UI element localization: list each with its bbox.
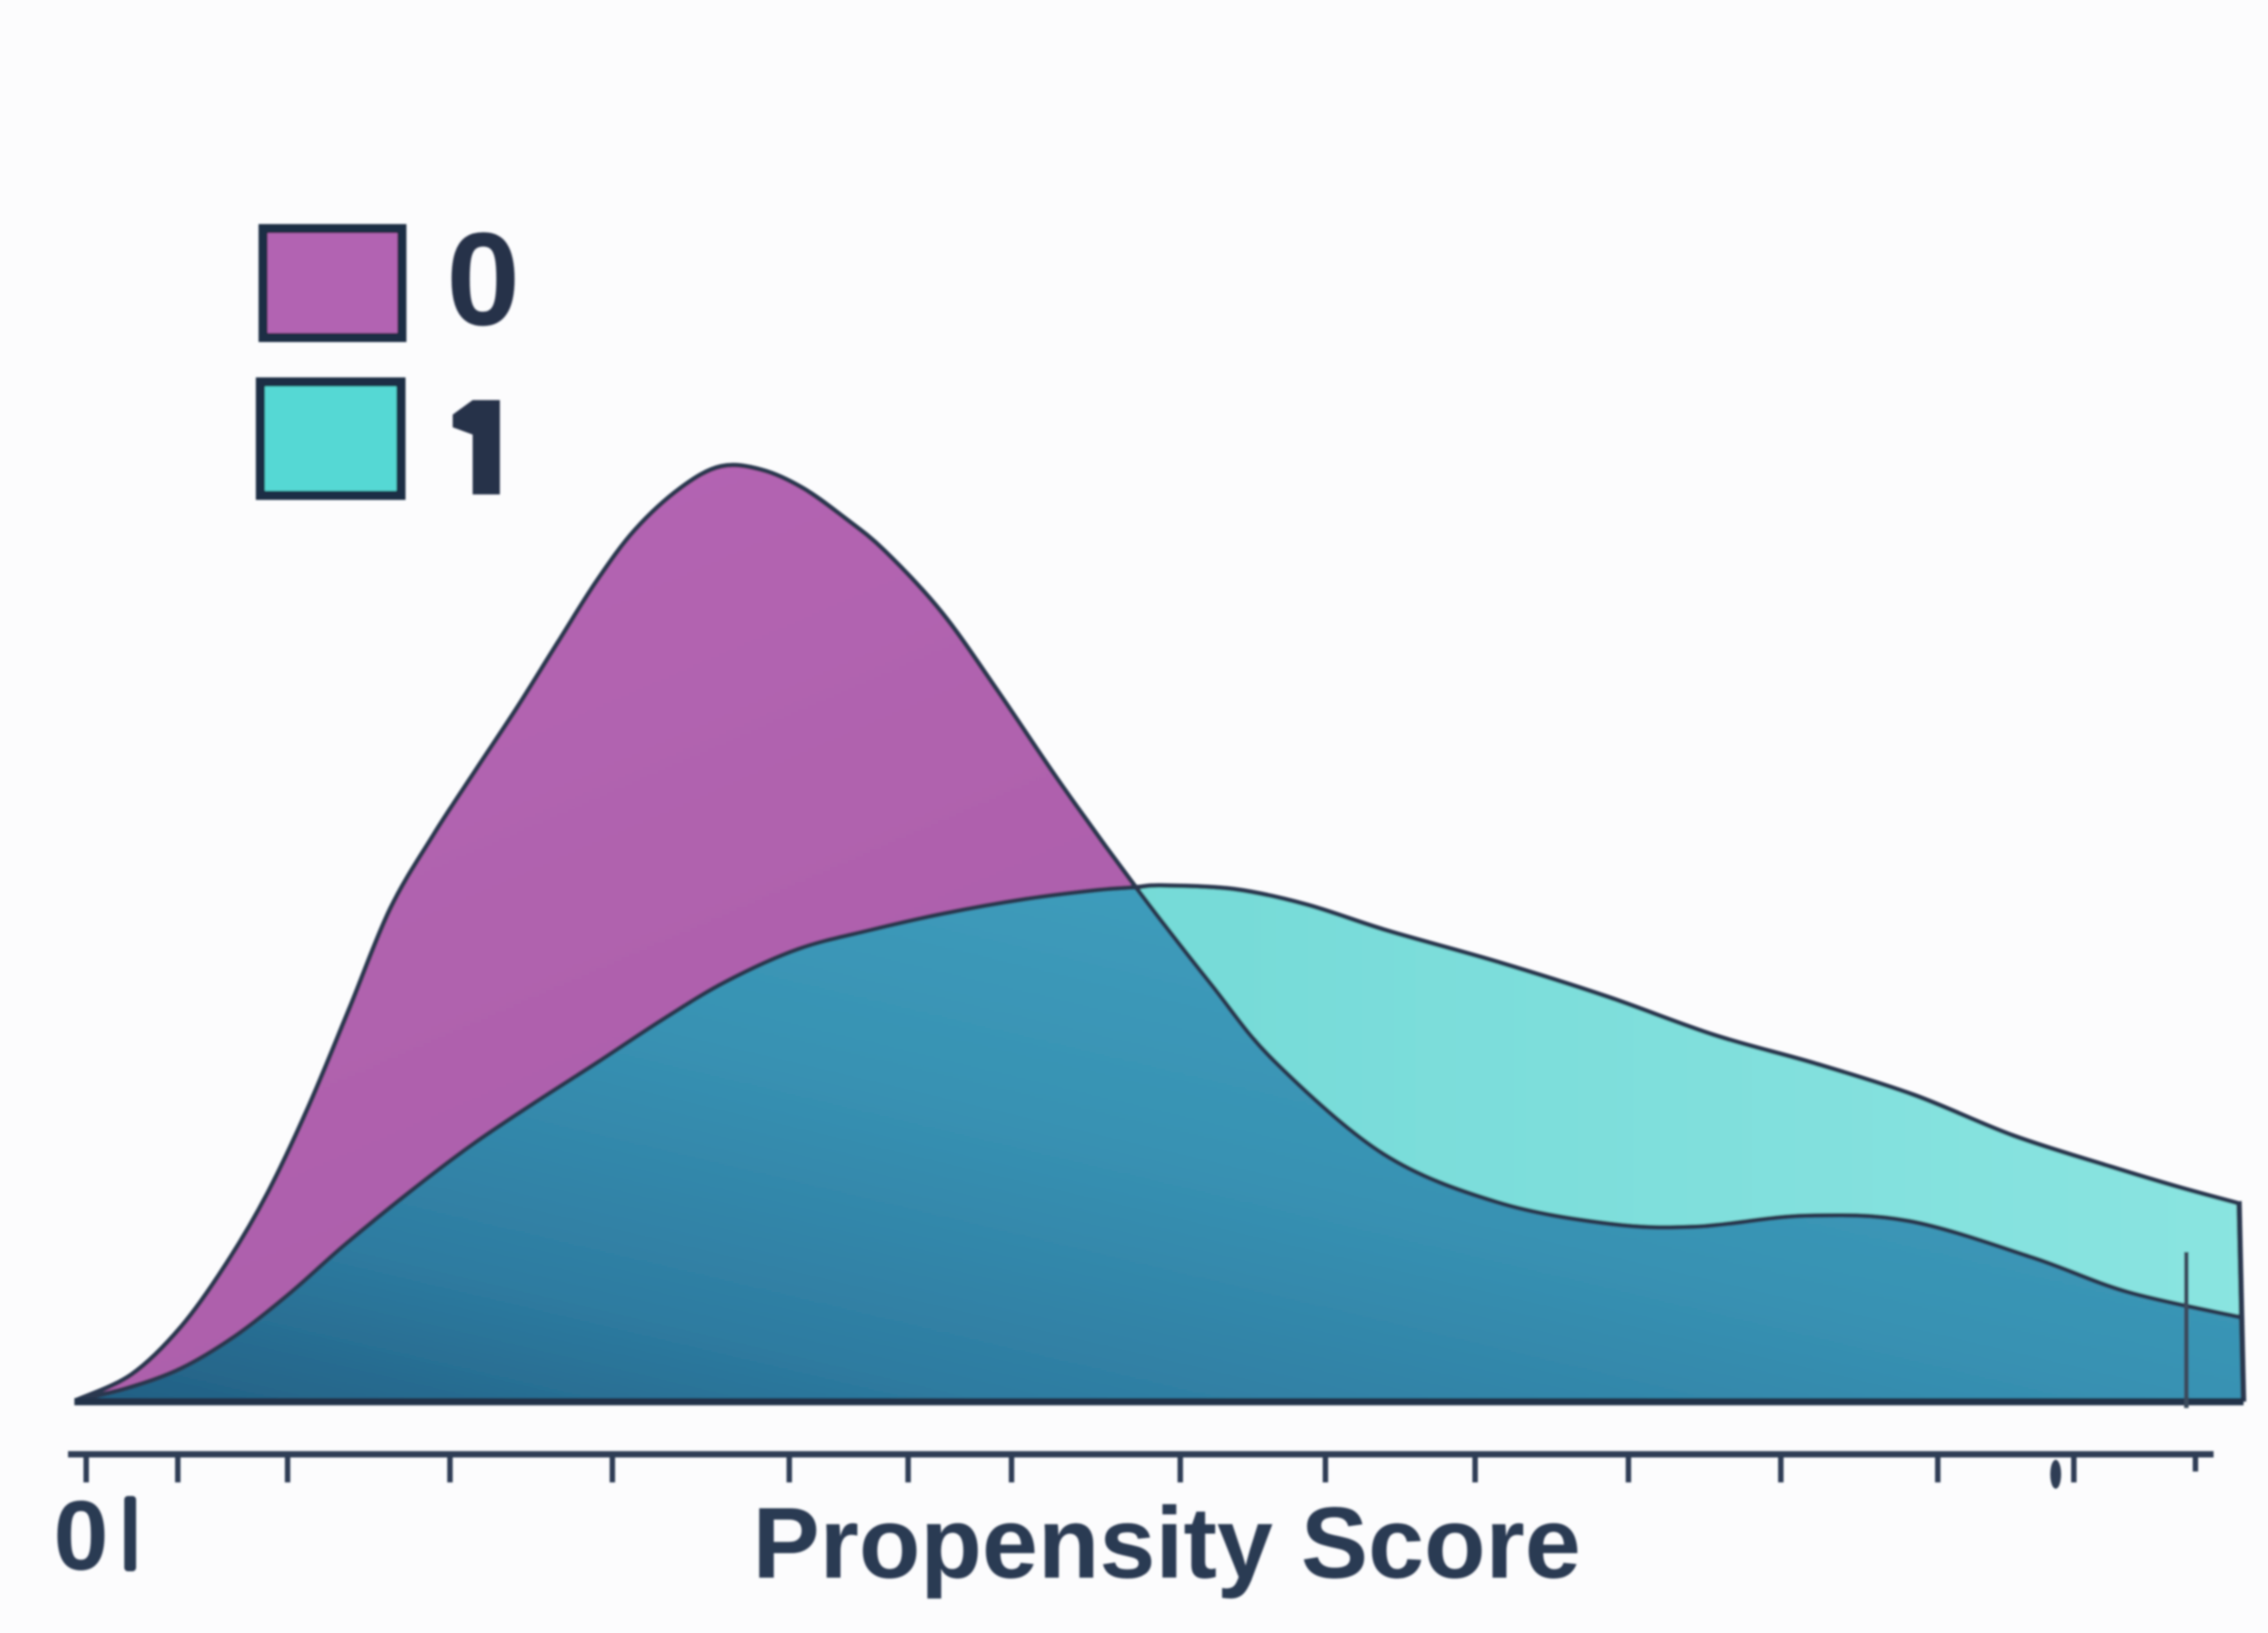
svg-text:0: 0 [54, 1481, 109, 1591]
svg-text:Propensity Score: Propensity Score [753, 1487, 1581, 1599]
svg-text:0: 0 [446, 205, 520, 353]
